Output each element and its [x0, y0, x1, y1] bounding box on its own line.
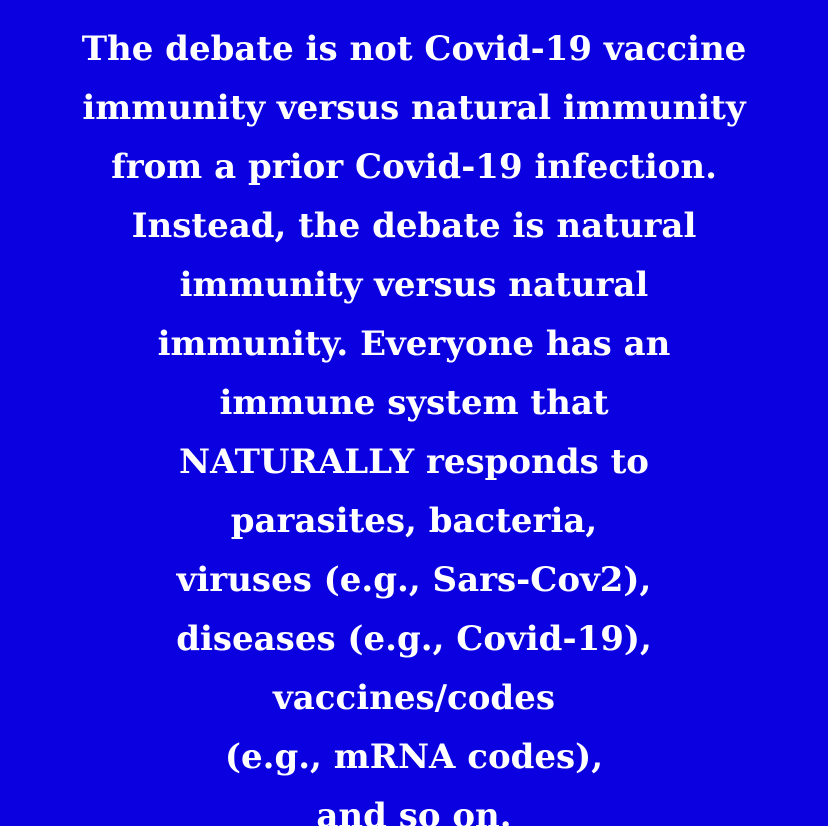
- quote-line: vaccines/codes: [273, 678, 555, 718]
- quote-line: immunity versus natural immunity: [82, 88, 746, 128]
- quote-line: (e.g., mRNA codes),: [224, 737, 604, 777]
- quote-line: viruses (e.g., Sars-Cov2),: [176, 560, 652, 600]
- quote-line: parasites, bacteria,: [230, 501, 598, 541]
- quote-text: The debate is not Covid-19 vaccine immun…: [0, 20, 828, 826]
- quote-line: from a prior Covid-19 infection.: [111, 147, 717, 187]
- quote-line: NATURALLY responds to: [179, 442, 649, 482]
- quote-line: and so on.: [316, 796, 512, 826]
- quote-line: diseases (e.g., Covid-19),: [176, 619, 652, 659]
- quote-line: Instead, the debate is natural: [131, 206, 697, 246]
- quote-line: The debate is not Covid-19 vaccine: [81, 29, 747, 69]
- quote-line: immunity versus natural: [179, 265, 649, 305]
- quote-line: immunity. Everyone has an: [157, 324, 671, 364]
- quote-line: immune system that: [219, 383, 609, 423]
